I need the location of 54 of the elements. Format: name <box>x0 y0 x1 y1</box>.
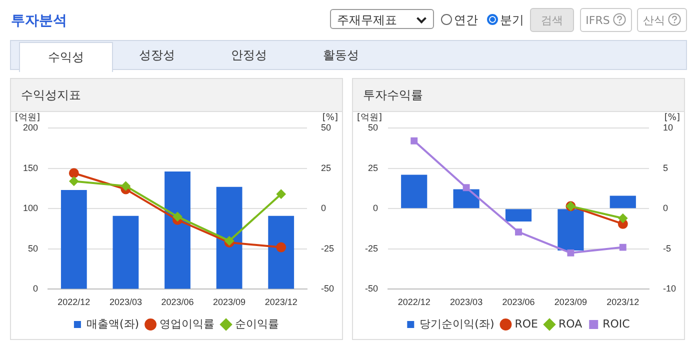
y-tick-label: 0 <box>33 284 38 294</box>
y2-tick-label: 50 <box>320 122 332 132</box>
x-tick-label: 2023/12 <box>264 297 298 308</box>
y-tick-label: -25 <box>364 243 378 254</box>
y2-axis-title: [%] <box>322 112 338 123</box>
x-tick-label: 2022/12 <box>398 297 430 308</box>
x-tick-label: 2023/09 <box>213 297 246 308</box>
legend-label: ROA <box>558 317 583 330</box>
legend-label: 당기순이익(좌) <box>420 317 494 330</box>
y-tick-label: 50 <box>28 243 38 254</box>
y2-tick-label: -25 <box>320 243 334 254</box>
y2-axis-title: [%] <box>664 112 680 123</box>
y2-tick-label: 25 <box>320 162 332 173</box>
x-tick-label: 2023/12 <box>606 297 640 308</box>
y2-tick-label: -50 <box>320 284 334 294</box>
text: 활동성 <box>322 47 360 64</box>
x-tick-label: 2022/12 <box>58 297 90 308</box>
y-tick-label: -50 <box>364 284 378 294</box>
text: 산식 <box>637 8 687 32</box>
y2-tick-label: -10 <box>662 284 676 294</box>
text: IFRS <box>580 8 632 32</box>
text: 분기 <box>499 12 524 29</box>
y-tick-label: 200 <box>22 122 38 132</box>
y2-tick-label: 5 <box>662 162 668 173</box>
y2-tick-label: 10 <box>662 122 674 132</box>
y-axis-title: [억원] <box>357 112 382 123</box>
text: 투자분석 <box>11 12 67 30</box>
text: 연간 <box>453 12 478 29</box>
x-tick-label: 2023/03 <box>450 297 483 308</box>
y-tick-label: 0 <box>372 203 378 214</box>
y2-tick-label: 0 <box>320 203 326 214</box>
y-axis-title: [억원] <box>15 112 40 123</box>
legend-label: ROE <box>514 317 538 330</box>
y2-tick-label: 0 <box>662 203 668 214</box>
chart-title: 투자수익률 <box>353 79 684 112</box>
text: 수익성 <box>19 42 113 72</box>
y-tick-label: 25 <box>368 162 378 173</box>
x-tick-label: 2023/06 <box>502 297 535 308</box>
legend-label: 영업이익률 <box>160 317 215 330</box>
chart-title: 수익성지표 <box>11 79 342 112</box>
x-tick-label: 2023/06 <box>161 297 194 308</box>
y-tick-label: 150 <box>22 162 38 173</box>
text: 주재무제표 <box>330 9 434 29</box>
y-tick-label: 100 <box>22 203 38 214</box>
text: 안정성 <box>230 47 268 64</box>
text: 성장성 <box>138 47 176 64</box>
x-tick-label: 2023/09 <box>554 297 587 308</box>
x-tick-label: 2023/03 <box>109 297 142 308</box>
y2-tick-label: -5 <box>662 243 672 254</box>
legend-label: 순이익률 <box>235 317 280 330</box>
legend-label: 매출액(좌) <box>86 317 140 330</box>
text: 검색 <box>530 8 574 32</box>
legend-label: ROIC <box>602 317 630 330</box>
y-tick-label: 50 <box>368 122 378 132</box>
